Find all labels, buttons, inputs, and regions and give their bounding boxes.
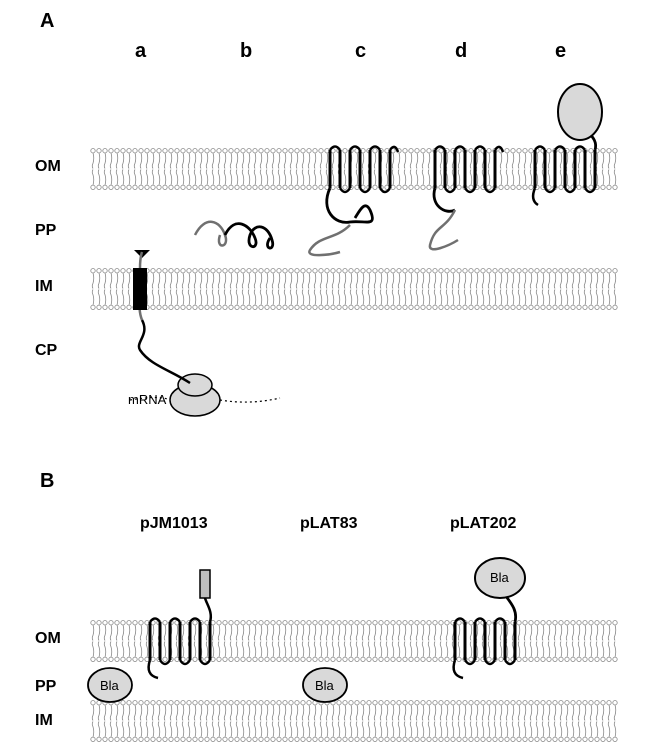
panel-b-drawings (0, 0, 655, 749)
bla-3: Bla (490, 570, 509, 585)
bla-1: Bla (100, 678, 119, 693)
bla-2: Bla (315, 678, 334, 693)
figure: A a b c d e OM PP IM CP (0, 0, 655, 749)
